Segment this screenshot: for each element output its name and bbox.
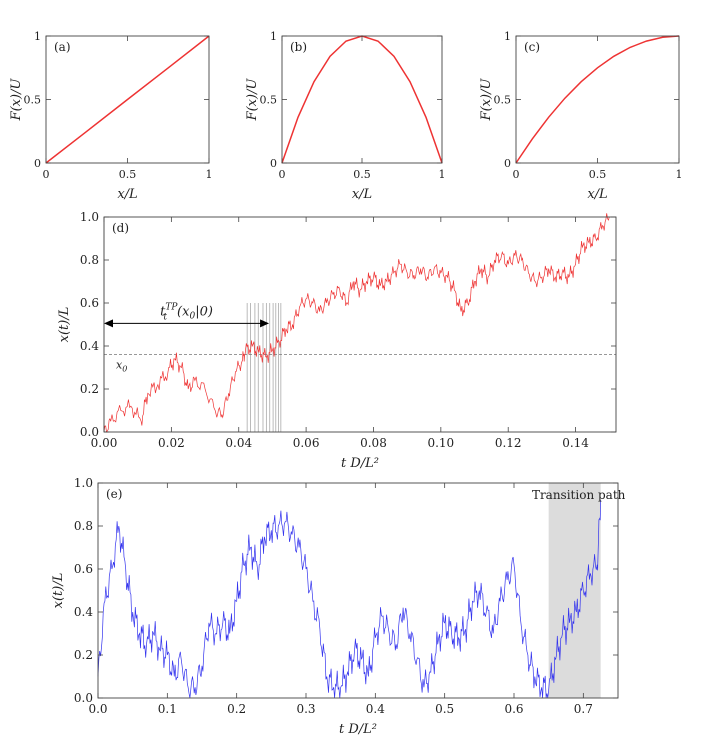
x-tick-label: 0.1: [158, 702, 177, 716]
y-tick-label: 1: [34, 30, 41, 43]
panel-e: 0.0 0.1 0.2 0.3 0.4 0.5 0.6 0.7 0.0 0.2 0.4 0.6 0.8 1…: [51, 476, 626, 736]
x-axis-label: t D/L²: [339, 722, 377, 736]
y-tick-label: 0: [504, 157, 511, 170]
series-line: [45, 35, 210, 164]
x-tick-label: 0.10: [427, 436, 454, 450]
panel-label: (e): [106, 487, 122, 501]
x-tick-label: 0.04: [225, 436, 252, 450]
plot-frame: [97, 482, 619, 699]
y-tick-label: 0.4: [74, 605, 93, 619]
y-tick-label: 1.0: [80, 210, 99, 224]
y-axis-label: F(x)/U: [9, 78, 24, 122]
arrow-head-left: [104, 319, 113, 328]
plot-frame: [103, 216, 617, 433]
y-axis-label: F(x)/U: [245, 78, 260, 122]
x-tick-label: 0.3: [296, 702, 315, 716]
x-tick-label: 1: [676, 168, 683, 181]
panel-a: 0 0.5 1 0 0.5 1 (a) x/L F(x)/U: [9, 30, 213, 202]
panel-label: (a): [54, 40, 71, 54]
panel-label: (b): [290, 40, 307, 54]
y-tick-label: 1: [270, 30, 277, 43]
y-tick-label: 0.5: [494, 94, 512, 107]
transition-path-label: Transition path: [532, 488, 626, 502]
x-axis-label: x/L: [587, 187, 607, 202]
x-tick-label: 1: [206, 168, 213, 181]
panel-b: 0 0.5 1 0 0.5 1 (b) x/L F(x)/U: [245, 30, 446, 202]
panel-c: 0 0.5 1 0 0.5 1 (c) x/L F(x)/U: [479, 30, 683, 202]
x-tick-label: 0: [513, 168, 520, 181]
y-tick-label: 0.5: [24, 94, 42, 107]
y-axis-label: F(x)/U: [479, 78, 494, 122]
series-line: [281, 35, 443, 164]
y-tick-label: 0.5: [260, 94, 278, 107]
y-tick-label: 0.6: [80, 296, 99, 310]
y-axis-label: x(t)/L: [51, 573, 66, 609]
x-tick-label: 0.02: [158, 436, 185, 450]
panel-d: x0 0.00 0.02 0.04 0.06 0.08 0.10 0.12 0.14 0.0 0.2…: [57, 210, 617, 471]
x0-label: x0: [116, 359, 127, 374]
y-axis-label: x(t)/L: [57, 307, 72, 343]
x-tick-label: 1: [439, 168, 446, 181]
series-line: [103, 213, 610, 433]
y-tick-label: 1: [504, 30, 511, 43]
y-tick-label: 0.0: [80, 425, 99, 439]
x-axis-label: x/L: [352, 187, 372, 202]
x-tick-label: 0.0: [88, 702, 107, 716]
series-line: [515, 35, 680, 164]
transition-band: [548, 483, 601, 698]
panel-label: (c): [524, 40, 540, 54]
arrow-head-right: [260, 319, 270, 328]
x-tick-label: 0.5: [435, 702, 454, 716]
y-tick-label: 0.2: [74, 648, 93, 662]
x-tick-label: 0.5: [353, 168, 371, 181]
x-tick-label: 0.00: [91, 436, 118, 450]
x-tick-label: 0.4: [366, 702, 385, 716]
transition-path-time-label: tTP t (x0|0): [160, 302, 213, 322]
x-tick-label: 0.06: [293, 436, 320, 450]
x-tick-label: 0.12: [495, 436, 522, 450]
x-tick-label: 0.6: [504, 702, 523, 716]
x-tick-label: 0.2: [227, 702, 246, 716]
x-tick-label: 0.7: [574, 702, 593, 716]
series-line: [97, 500, 602, 699]
y-tick-label: 0.8: [80, 253, 99, 267]
x-tick-label: 0.5: [589, 168, 607, 181]
y-tick-label: 0.6: [74, 562, 93, 576]
y-tick-label: 0: [270, 157, 277, 170]
x-tick-label: 0: [279, 168, 286, 181]
panel-label: (d): [112, 221, 129, 235]
x-tick-label: 0.08: [360, 436, 387, 450]
x-axis-label: t D/L²: [341, 456, 379, 471]
y-tick-label: 0.8: [74, 519, 93, 533]
y-tick-label: 0.4: [80, 339, 99, 353]
x-tick-label: 0: [43, 168, 50, 181]
x-tick-label: 0.5: [119, 168, 137, 181]
y-tick-label: 0.0: [74, 691, 93, 705]
x-axis-label: x/L: [117, 187, 137, 202]
y-tick-label: 0.2: [80, 382, 99, 396]
x-tick-label: 0.14: [562, 436, 589, 450]
y-tick-label: 0: [34, 157, 41, 170]
plot-frame: [515, 35, 680, 164]
y-tick-label: 1.0: [74, 476, 93, 490]
